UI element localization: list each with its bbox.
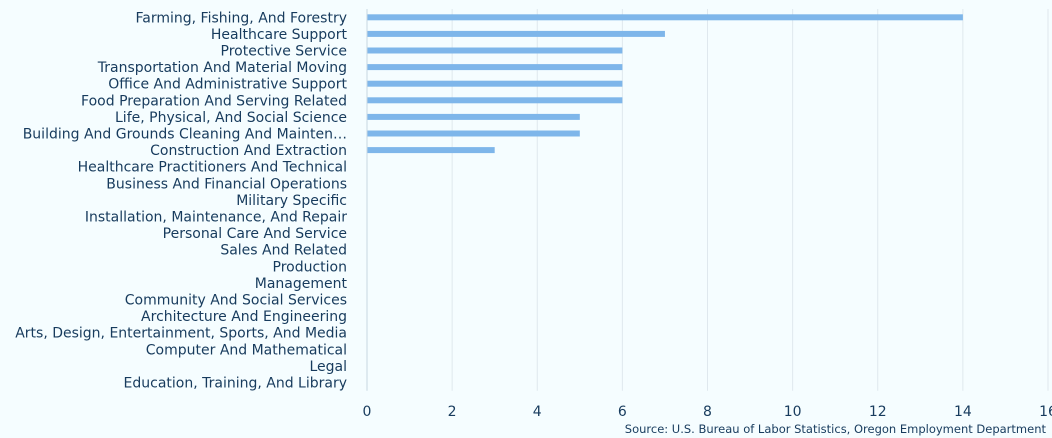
x-tick-label: 14 [954,404,972,420]
x-tick-label: 0 [363,404,372,420]
category-label: Transportation And Material Moving [97,60,347,76]
category-label: Business And Financial Operations [106,176,347,192]
category-label: Installation, Maintenance, And Repair [85,210,347,226]
category-label: Military Specific [236,193,347,209]
x-tick-label: 2 [448,404,457,420]
bar [367,147,495,154]
category-label: Computer And Mathematical [146,342,347,358]
category-label: Legal [309,359,347,375]
category-label: Sales And Related [220,243,347,259]
category-label: Production [273,259,347,275]
bar [367,14,963,21]
category-label: Food Preparation And Serving Related [81,93,347,109]
category-label: Building And Grounds Cleaning And Mainte… [23,127,347,143]
category-label: Healthcare Practitioners And Technical [78,160,347,176]
bar [367,64,623,71]
category-label: Construction And Extraction [150,143,347,159]
category-label: Architecture And Engineering [141,309,347,325]
category-label: Personal Care And Service [163,226,347,242]
category-label: Life, Physical, And Social Science [115,110,347,126]
category-label: Education, Training, And Library [124,376,347,392]
x-tick-label: 16 [1039,404,1052,420]
bar [367,47,623,54]
category-label: Farming, Fishing, And Forestry [136,10,347,26]
category-label: Management [255,276,348,292]
x-tick-label: 8 [703,404,712,420]
bar [367,80,623,87]
x-tick-label: 12 [869,404,887,420]
bar [367,97,623,104]
category-labels: Farming, Fishing, And ForestryHealthcare… [15,10,347,391]
x-tick-label: 4 [533,404,542,420]
category-label: Arts, Design, Entertainment, Sports, And… [15,326,347,342]
x-tick-label: 10 [784,404,802,420]
bar [367,113,580,120]
x-tick-label: 6 [618,404,627,420]
grid-lines [451,9,1049,391]
bar [367,130,580,137]
x-tick-labels: 0 2 4 6 8 10 12 14 16 [363,404,1052,420]
category-label: Healthcare Support [211,27,348,43]
bars [367,14,963,154]
category-label: Protective Service [221,44,347,60]
category-label: Office And Administrative Support [108,77,347,93]
bar [367,30,665,37]
source-note: Source: U.S. Bureau of Labor Statistics,… [624,422,1046,436]
category-label: Community And Social Services [125,293,347,309]
